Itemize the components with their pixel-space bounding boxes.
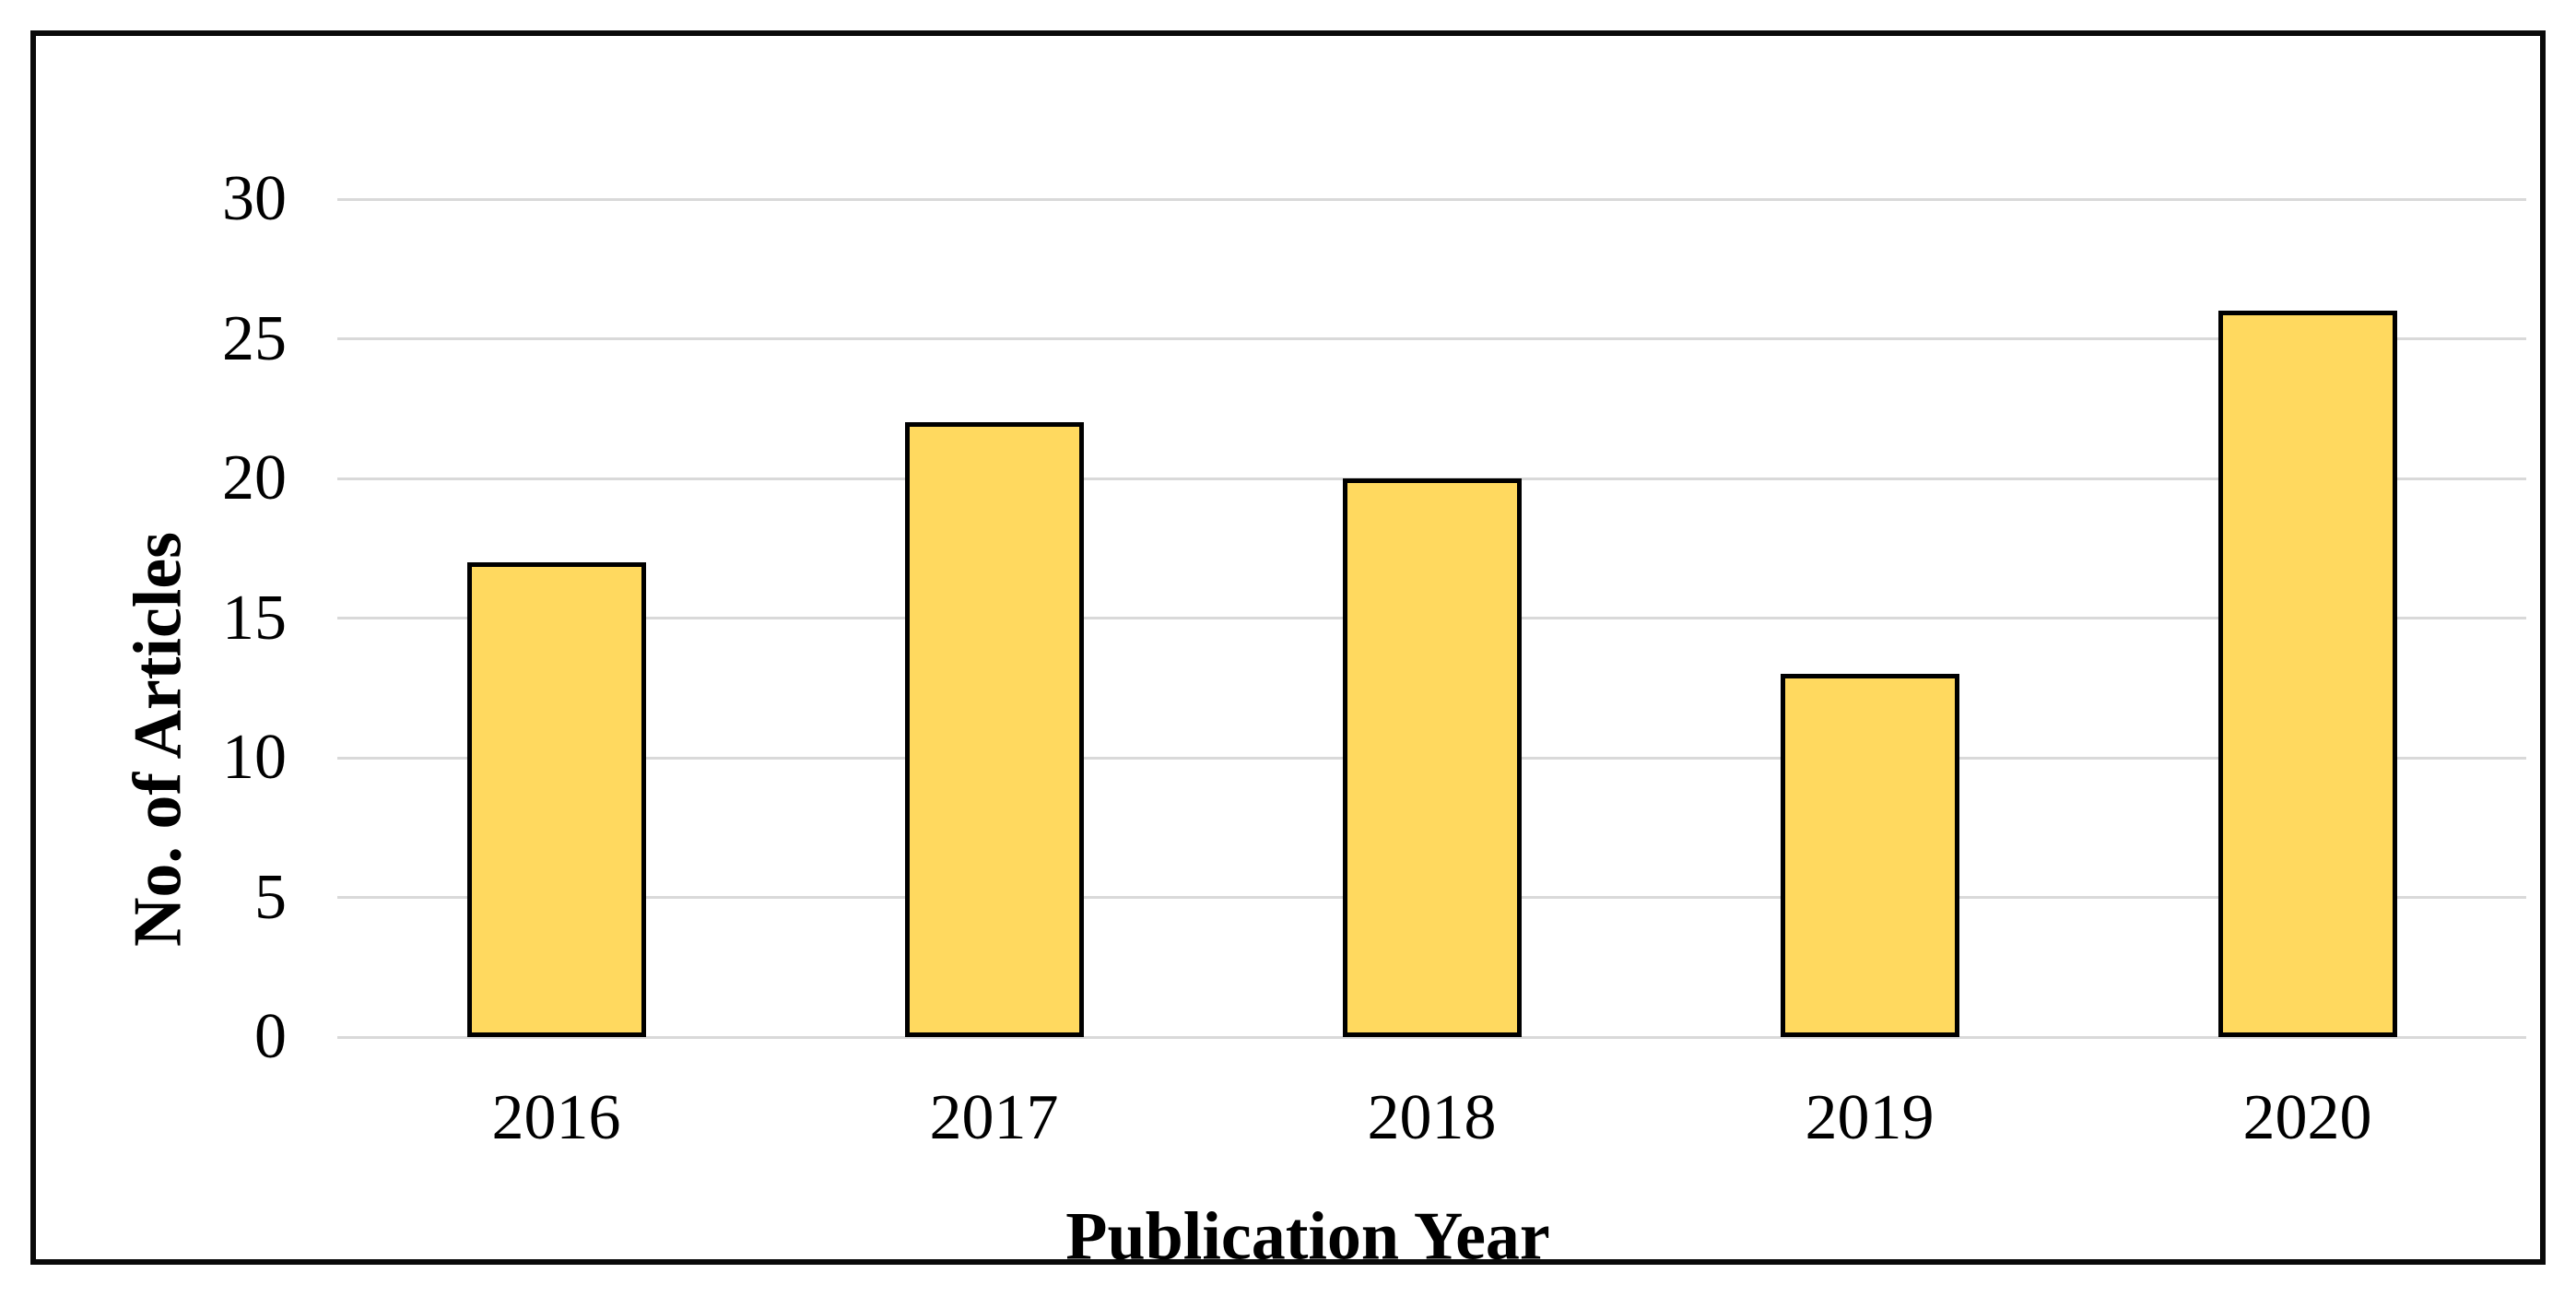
bar-2019 [1780, 674, 1959, 1037]
y-axis-tick-labels: 0 5 10 15 20 25 30 [36, 167, 287, 1069]
y-axis-tick-label-15: 15 [222, 582, 287, 654]
bar-2020 [2217, 311, 2397, 1037]
y-axis-tick-label-20: 20 [222, 442, 287, 513]
x-axis-category-label-2020: 2020 [2242, 1082, 2372, 1153]
x-axis-category-label-2018: 2018 [1367, 1082, 1497, 1153]
gridline-y-25 [337, 337, 2526, 340]
y-axis-tick-label-0: 0 [254, 1001, 287, 1072]
bar-2018 [1342, 478, 1522, 1037]
x-axis-category-label-2017: 2017 [929, 1082, 1059, 1153]
x-axis-category-label-2019: 2019 [1805, 1082, 1935, 1153]
bar-2016 [466, 561, 646, 1037]
y-axis-tick-label-25: 25 [222, 302, 287, 374]
x-axis-category-labels: 2016 2017 2018 2019 2020 [337, 1085, 2526, 1151]
x-axis-category-label-2016: 2016 [491, 1082, 621, 1153]
x-axis-title: Publication Year [1065, 1198, 1550, 1275]
gridline-y-30 [337, 197, 2526, 201]
y-axis-tick-label-5: 5 [254, 861, 287, 933]
bar-2017 [904, 422, 1084, 1037]
y-axis-tick-label-30: 30 [222, 163, 287, 234]
plot-area [337, 197, 2526, 1039]
chart-outer-frame: No. of Articles 0 5 10 15 20 25 30 2016 2017 201… [30, 30, 2546, 1275]
gridline-y-0 [337, 1035, 2526, 1039]
y-axis-tick-label-10: 10 [222, 722, 287, 793]
